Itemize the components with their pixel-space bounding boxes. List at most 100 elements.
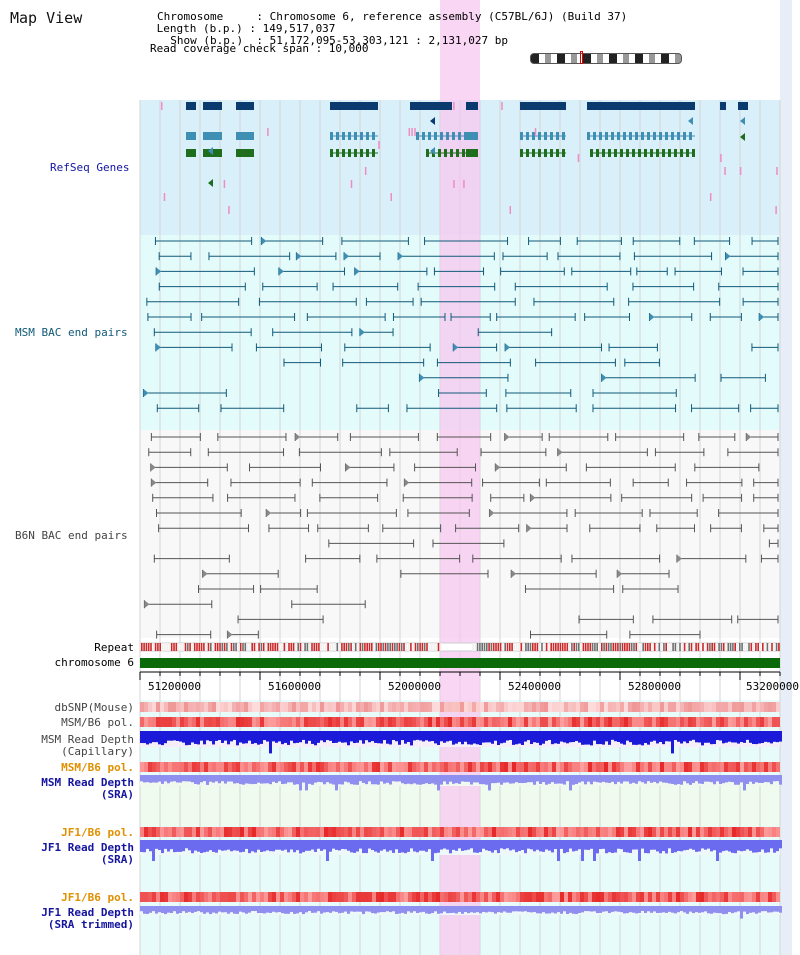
polymorphism-cell [428, 892, 432, 902]
polymorphism-cell [352, 717, 356, 727]
polymorphism-cell [560, 717, 564, 727]
gene-exon [462, 149, 465, 157]
gene-exon [659, 132, 662, 140]
polymorphism-cell [276, 827, 280, 837]
depth-bar [773, 775, 776, 782]
repeat-element [157, 643, 159, 651]
depth-bar [527, 840, 530, 849]
polymorphism-cell [356, 702, 360, 712]
repeat-element [253, 643, 256, 651]
depth-bar [218, 775, 221, 784]
polymorphism-cell [144, 892, 148, 902]
depth-bar [464, 731, 467, 742]
depth-bar [506, 731, 509, 741]
polymorphism-cell [544, 762, 548, 772]
depth-bar [767, 906, 770, 913]
repeat-element [752, 643, 755, 651]
polymorphism-cell [640, 762, 644, 772]
repeat-element [338, 643, 341, 651]
gene-exon [186, 102, 196, 110]
depth-bar [383, 906, 386, 913]
depth-bar [710, 775, 713, 783]
polymorphism-cell [212, 762, 216, 772]
msm-b6-pol-label: MSM/B6 pol. [61, 716, 134, 729]
depth-bar [725, 906, 728, 914]
polymorphism-cell [420, 762, 424, 772]
depth-bar [644, 731, 647, 744]
repeat-element [778, 643, 780, 651]
depth-bar [539, 731, 542, 746]
polymorphism-cell [676, 827, 680, 837]
depth-bar [140, 775, 143, 782]
repeat-element [226, 643, 228, 651]
repeat-element [647, 643, 649, 651]
polymorphism-cell [464, 892, 468, 902]
polymorphism-cell [332, 702, 336, 712]
repeat-element [357, 643, 359, 651]
polymorphism-cell [652, 892, 656, 902]
depth-bar [404, 731, 407, 744]
polymorphism-cell [588, 717, 592, 727]
chromosome-ideogram[interactable] [530, 53, 682, 64]
depth-bar [404, 906, 407, 914]
polymorphism-cell [324, 717, 328, 727]
depth-bar [632, 731, 635, 745]
bac-arrow [676, 554, 682, 563]
depth-bar [302, 906, 305, 915]
depth-bar [569, 731, 572, 743]
polymorphism-cell [340, 762, 344, 772]
depth-bar [617, 775, 620, 782]
repeat-element [536, 643, 539, 651]
repeat-element [725, 643, 727, 651]
jf1-read-depth-sra-label: JF1 Read Depth [41, 841, 134, 854]
b6n-bac-end-pairs-label[interactable]: B6N BAC end pairs [15, 529, 128, 542]
polymorphism-cell [328, 762, 332, 772]
polymorphism-cell [524, 827, 528, 837]
bac-arrow [419, 373, 425, 382]
polymorphism-cell [712, 892, 716, 902]
polymorphism-cell [232, 762, 236, 772]
polymorphism-cell [424, 827, 428, 837]
depth-bar [605, 840, 608, 854]
polymorphism-cell [576, 762, 580, 772]
depth-bar [167, 906, 170, 913]
polymorphism-cell [372, 762, 376, 772]
depth-bar [152, 840, 155, 861]
repeat-element [543, 643, 546, 651]
depth-bar [428, 731, 431, 742]
depth-bar [371, 906, 374, 914]
repeat-element [617, 643, 619, 651]
depth-bar [512, 840, 515, 850]
depth-bar [563, 731, 566, 743]
polymorphism-cell [400, 702, 404, 712]
bac-arrow [530, 493, 536, 502]
msm-bac-end-pairs-label[interactable]: MSM BAC end pairs [15, 326, 128, 339]
depth-bar [401, 731, 404, 741]
depth-bar [587, 731, 590, 745]
depth-bar [509, 775, 512, 784]
polymorphism-cell [384, 827, 388, 837]
depth-bar [467, 906, 470, 914]
polymorphism-cell [560, 762, 564, 772]
polymorphism-cell [620, 892, 624, 902]
transcript-mark [739, 167, 742, 175]
polymorphism-cell [332, 827, 336, 837]
polymorphism-cell [352, 892, 356, 902]
depth-bar [194, 840, 197, 851]
depth-bar [746, 906, 749, 915]
depth-bar [584, 775, 587, 785]
depth-bar [149, 840, 152, 852]
depth-bar [332, 840, 335, 849]
depth-bar [545, 906, 548, 914]
polymorphism-cell [160, 762, 164, 772]
depth-bar [476, 775, 479, 783]
polymorphism-cell [244, 892, 248, 902]
polymorphism-cell [364, 702, 368, 712]
depth-bar [335, 906, 338, 912]
depth-bar [326, 775, 329, 783]
depth-bar [719, 775, 722, 785]
gene-exon [738, 102, 748, 110]
polymorphism-cell [728, 827, 732, 837]
polymorphism-cell [348, 702, 352, 712]
refseq-genes-label[interactable]: RefSeq Genes [50, 161, 130, 174]
